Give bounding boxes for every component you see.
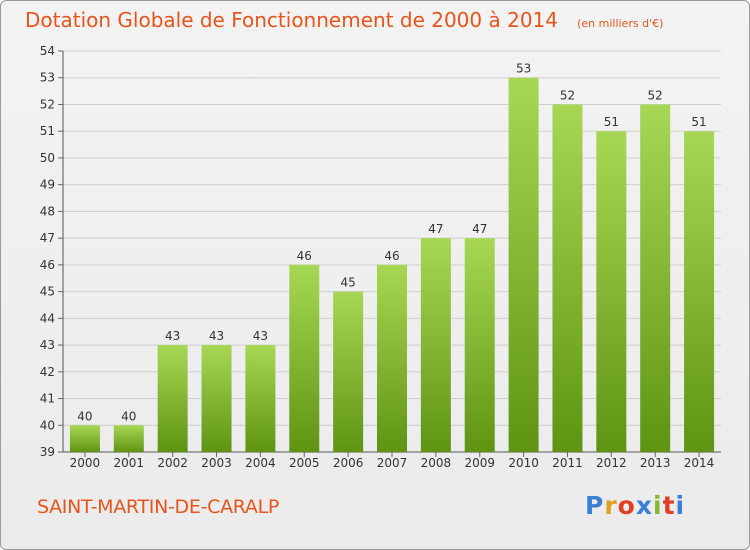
y-tick-label: 45: [40, 285, 55, 299]
x-tick-label: 2012: [596, 456, 627, 470]
data-label: 40: [77, 409, 92, 423]
logo-letter: i: [675, 491, 686, 520]
x-tick-label: 2011: [552, 456, 583, 470]
x-tick-label: 2010: [508, 456, 539, 470]
x-tick-label: 2009: [464, 456, 495, 470]
y-tick-label: 50: [40, 151, 55, 165]
bar: [464, 238, 495, 452]
y-tick-label: 41: [40, 392, 55, 406]
data-label: 43: [165, 329, 180, 343]
x-tick-label: 2005: [289, 456, 320, 470]
logo-letter: P: [585, 491, 605, 520]
logo-letter: r: [604, 491, 618, 520]
bar: [289, 264, 320, 452]
logo-letter: i: [653, 491, 663, 520]
x-tick-label: 2002: [157, 456, 188, 470]
logo-letter: o: [617, 491, 636, 520]
y-tick-label: 53: [40, 71, 55, 85]
bar: [377, 264, 407, 452]
bar: [596, 131, 627, 452]
chart-title-text: Dotation Globale de Fonctionnement de 20…: [25, 8, 558, 32]
y-tick-label: 39: [40, 445, 55, 459]
unit-note: (en milliers d'€): [577, 17, 664, 30]
y-tick-label: 46: [40, 258, 55, 272]
y-tick-label: 49: [40, 178, 55, 192]
x-tick-label: 2008: [421, 456, 452, 470]
bar: [245, 345, 276, 452]
y-tick-label: 47: [40, 231, 55, 245]
proxiti-logo: Proxiti: [585, 491, 685, 520]
y-tick-label: 52: [40, 97, 55, 111]
bar: [420, 238, 451, 452]
y-tick-label: 48: [40, 204, 55, 218]
data-label: 52: [648, 88, 663, 102]
data-label: 47: [428, 222, 443, 236]
bar: [157, 345, 188, 452]
x-tick-label: 2001: [114, 456, 145, 470]
commune-name: SAINT-MARTIN-DE-CARALP: [37, 496, 280, 518]
data-label: 53: [516, 62, 531, 76]
bar: [333, 291, 364, 452]
x-tick-label: 2000: [70, 456, 101, 470]
data-label: 51: [604, 115, 619, 129]
bar: [552, 104, 583, 452]
y-tick-label: 44: [40, 311, 55, 325]
data-label: 46: [297, 249, 312, 263]
data-label: 40: [121, 409, 136, 423]
x-tick-label: 2007: [377, 456, 408, 470]
logo-letter: t: [662, 491, 676, 520]
x-tick-label: 2004: [245, 456, 276, 470]
logo-letter: x: [635, 491, 653, 520]
y-tick-label: 40: [40, 418, 55, 432]
chart-title: Dotation Globale de Fonctionnement de 20…: [25, 8, 663, 32]
data-label: 46: [384, 249, 399, 263]
x-tick-label: 2013: [640, 456, 671, 470]
bar: [684, 131, 715, 452]
bar: [508, 77, 539, 452]
x-tick-label: 2006: [333, 456, 364, 470]
y-tick-label: 43: [40, 338, 55, 352]
bar: [640, 104, 671, 452]
data-label: 45: [340, 276, 355, 290]
data-label: 51: [691, 115, 706, 129]
data-label: 43: [209, 329, 224, 343]
data-label: 52: [560, 88, 575, 102]
y-tick-label: 51: [40, 124, 55, 138]
bar: [201, 345, 232, 452]
bar: [69, 425, 100, 452]
y-tick-label: 42: [40, 365, 55, 379]
y-tick-label: 54: [40, 44, 55, 58]
data-label: 47: [472, 222, 487, 236]
x-tick-label: 2003: [201, 456, 232, 470]
x-tick-label: 2014: [684, 456, 715, 470]
bar: [113, 425, 144, 452]
data-label: 43: [253, 329, 268, 343]
